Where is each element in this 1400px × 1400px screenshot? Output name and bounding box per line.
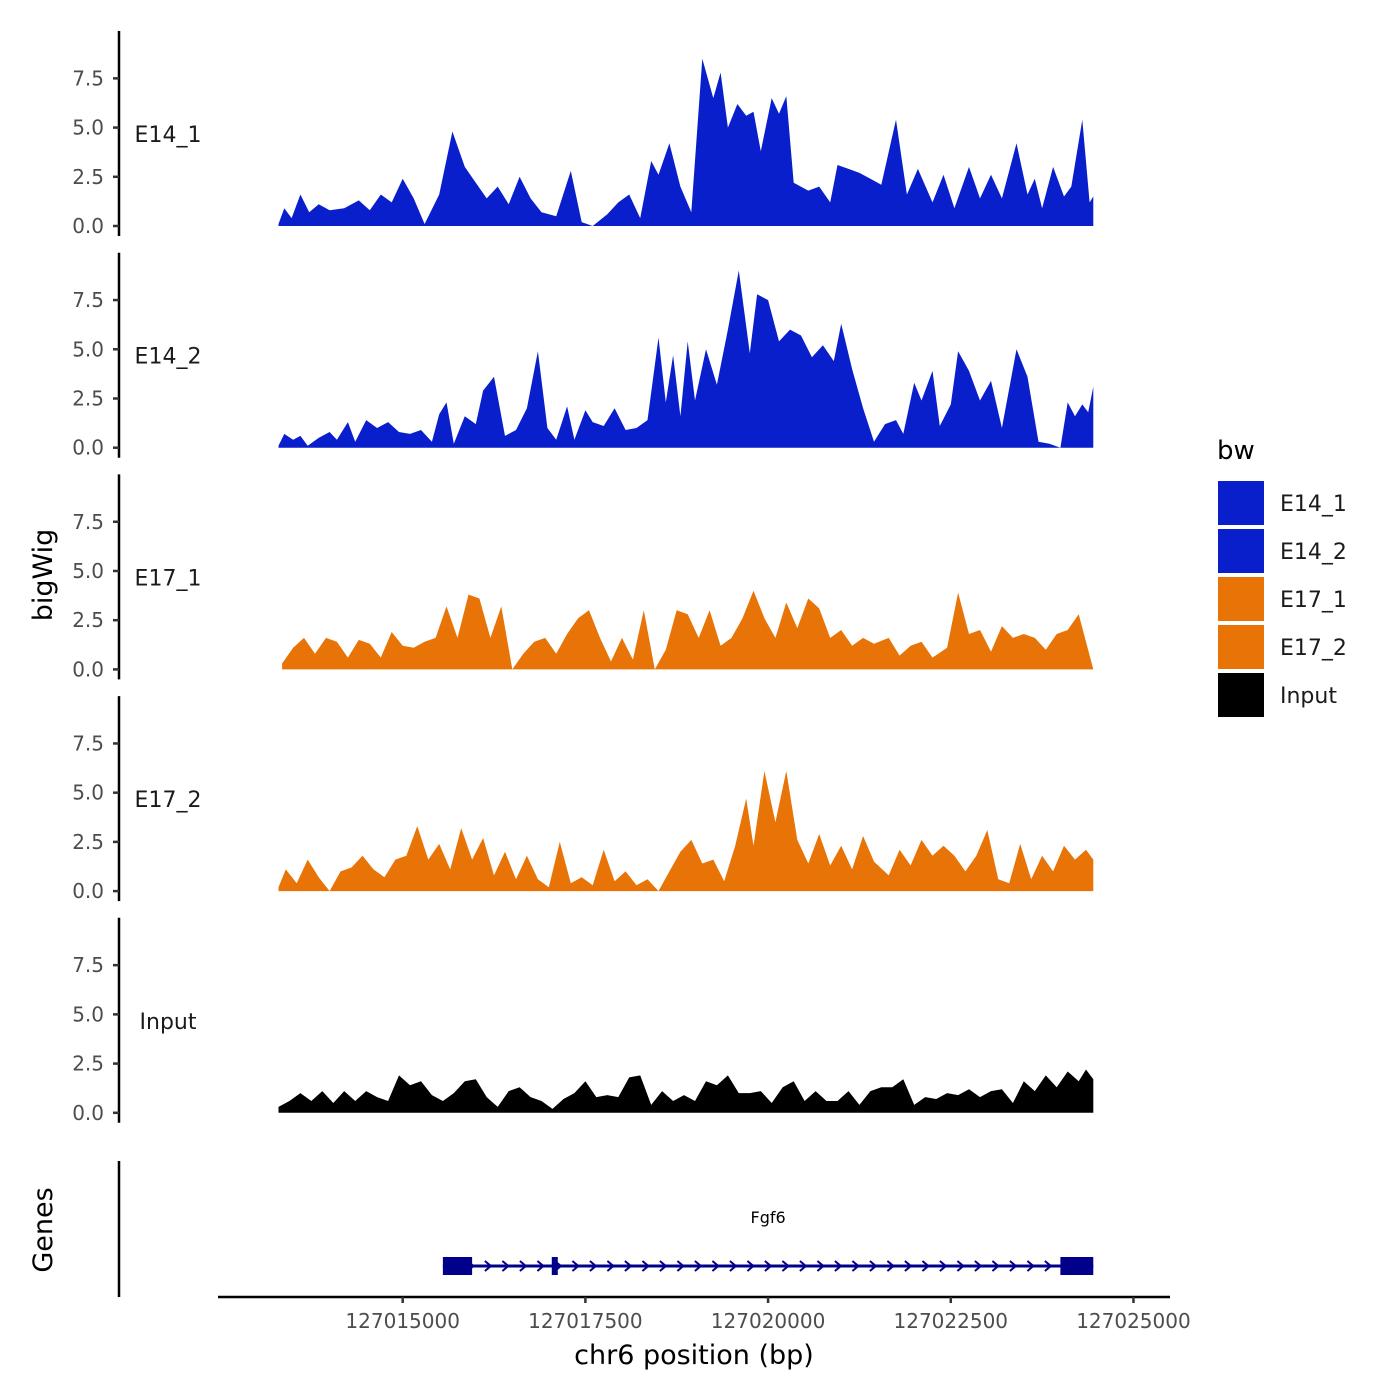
track-label: E14_2 bbox=[135, 345, 202, 370]
strand-arrow bbox=[571, 1260, 580, 1272]
signal-area-Input bbox=[278, 1069, 1094, 1113]
y-tick-label: 5.0 bbox=[72, 337, 104, 361]
signal-area-E17_2 bbox=[278, 771, 1094, 892]
strand-arrow bbox=[904, 1260, 913, 1272]
legend-title: bw bbox=[1217, 436, 1255, 466]
x-axis: 127015000 127017500 127020000 127022500 1270… bbox=[218, 1295, 1191, 1333]
track-label: E17_1 bbox=[135, 566, 202, 591]
track-panel-E14_2: 0.0 2.5 5.0 7.5 E14_2 bbox=[72, 252, 1094, 460]
strand-arrow bbox=[1044, 1260, 1053, 1272]
legend-swatch-Input bbox=[1218, 673, 1264, 717]
gene-exon bbox=[442, 1257, 473, 1275]
y-tick-label: 7.5 bbox=[72, 510, 104, 534]
y-tick-label: 7.5 bbox=[72, 731, 104, 755]
strand-arrow bbox=[746, 1260, 755, 1272]
strand-arrow bbox=[501, 1260, 510, 1272]
y-tick-label: 5.0 bbox=[72, 781, 104, 805]
strand-arrow bbox=[816, 1260, 825, 1272]
gene-name-label: Fgf6 bbox=[750, 1208, 785, 1227]
y-tick-label: 5.0 bbox=[72, 559, 104, 583]
strand-arrow bbox=[536, 1260, 545, 1272]
signal-area-E14_1 bbox=[278, 58, 1094, 227]
strand-arrow bbox=[641, 1260, 650, 1272]
signal-area-E17_1 bbox=[282, 590, 1094, 670]
strand-arrow bbox=[519, 1260, 528, 1272]
x-tick-label: 127022500 bbox=[894, 1309, 1009, 1333]
legend-swatch-E17_2 bbox=[1218, 625, 1264, 669]
track-label: E14_1 bbox=[135, 123, 202, 148]
strand-arrow bbox=[799, 1260, 808, 1272]
x-axis-title: chr6 position (bp) bbox=[574, 1340, 814, 1371]
y-tick-label: 5.0 bbox=[72, 1002, 104, 1026]
legend-label-Input: Input bbox=[1280, 684, 1337, 709]
legend-swatch-E17_1 bbox=[1218, 577, 1264, 621]
track-label: E17_2 bbox=[135, 788, 202, 813]
legend-swatch-E14_1 bbox=[1218, 481, 1264, 525]
strand-arrow bbox=[834, 1260, 843, 1272]
y-tick-label: 2.5 bbox=[72, 165, 104, 189]
track-panel-E14_1: 0.0 2.5 5.0 7.5 E14_1 bbox=[72, 31, 1094, 238]
y-tick-label: 0.0 bbox=[72, 436, 104, 460]
gene-track: Fgf6 bbox=[117, 1161, 1094, 1297]
legend-swatch-E14_2 bbox=[1218, 529, 1264, 573]
strand-arrow bbox=[606, 1260, 615, 1272]
strand-arrow bbox=[886, 1260, 895, 1272]
track-panel-E17_2: 0.0 2.5 5.0 7.5 E17_2 bbox=[72, 696, 1094, 903]
strand-arrow bbox=[1026, 1260, 1035, 1272]
signal-tracks: 0.0 2.5 5.0 7.5 E14_1 0.0 2.5 5.0 7.5 E14_2 0.0 2.5… bbox=[72, 31, 1094, 1125]
legend-label-E17_2: E17_2 bbox=[1280, 636, 1347, 661]
y-axis-title: bigWig bbox=[28, 529, 59, 622]
strand-arrow bbox=[624, 1260, 633, 1272]
x-tick-label: 127015000 bbox=[345, 1309, 460, 1333]
gene-exon bbox=[551, 1257, 558, 1275]
legend-label-E17_1: E17_1 bbox=[1280, 588, 1347, 613]
strand-arrow bbox=[781, 1260, 790, 1272]
track-label: Input bbox=[140, 1010, 197, 1035]
y-tick-label: 7.5 bbox=[72, 288, 104, 312]
y-tick-label: 7.5 bbox=[72, 953, 104, 977]
legend: bw E14_1 E14_2 E17_1 E17_2 Input bbox=[1217, 436, 1347, 717]
strand-arrow bbox=[589, 1260, 598, 1272]
y-tick-label: 7.5 bbox=[72, 66, 104, 90]
y-tick-label: 5.0 bbox=[72, 116, 104, 140]
strand-arrow bbox=[711, 1260, 720, 1272]
strand-arrow bbox=[659, 1260, 668, 1272]
strand-arrow bbox=[974, 1260, 983, 1272]
strand-arrow bbox=[939, 1260, 948, 1272]
legend-label-E14_1: E14_1 bbox=[1280, 492, 1347, 517]
x-tick-label: 127017500 bbox=[528, 1309, 643, 1333]
strand-arrow bbox=[694, 1260, 703, 1272]
y-tick-label: 2.5 bbox=[72, 830, 104, 854]
x-tick-label: 127025000 bbox=[1076, 1309, 1191, 1333]
y-tick-label: 0.0 bbox=[72, 879, 104, 903]
y-tick-label: 2.5 bbox=[72, 608, 104, 632]
strand-arrow bbox=[484, 1260, 493, 1272]
x-tick-label: 127020000 bbox=[711, 1309, 826, 1333]
strand-arrow bbox=[956, 1260, 965, 1272]
gene-exon bbox=[1060, 1257, 1094, 1275]
strand-arrow bbox=[921, 1260, 930, 1272]
track-panel-E17_1: 0.0 2.5 5.0 7.5 E17_1 bbox=[72, 474, 1094, 681]
strand-arrow bbox=[1009, 1260, 1018, 1272]
y-tick-label: 0.0 bbox=[72, 657, 104, 681]
y-tick-label: 0.0 bbox=[72, 1101, 104, 1125]
genes-axis-title: Genes bbox=[28, 1187, 59, 1272]
track-panel-Input: 0.0 2.5 5.0 7.5 Input bbox=[72, 917, 1094, 1125]
strand-arrow bbox=[729, 1260, 738, 1272]
y-tick-label: 2.5 bbox=[72, 1052, 104, 1076]
strand-arrow bbox=[676, 1260, 685, 1272]
strand-arrow bbox=[764, 1260, 773, 1272]
strand-arrow bbox=[991, 1260, 1000, 1272]
strand-arrow bbox=[851, 1260, 860, 1272]
legend-label-E14_2: E14_2 bbox=[1280, 540, 1347, 565]
y-tick-label: 0.0 bbox=[72, 214, 104, 238]
y-tick-label: 2.5 bbox=[72, 386, 104, 410]
strand-arrow bbox=[869, 1260, 878, 1272]
signal-area-E14_2 bbox=[278, 270, 1094, 448]
